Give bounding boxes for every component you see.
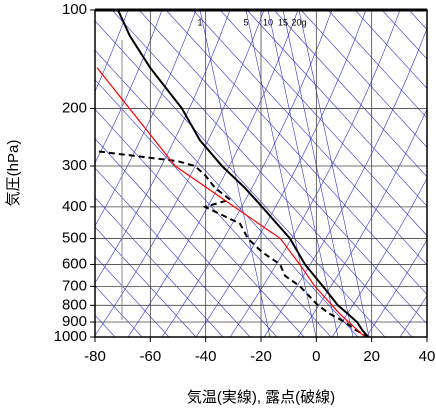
isotherm: [95, 197, 224, 337]
x-tick-label: -20: [250, 348, 272, 365]
isotherm: [95, 167, 251, 337]
mixing-ratio-label: 15: [278, 17, 288, 27]
y-tick-label: 500: [62, 230, 87, 247]
isotherm: [95, 79, 332, 337]
isotherm: [327, 10, 427, 119]
y-tick-label: 600: [62, 255, 87, 272]
isotherm: [95, 226, 197, 337]
isotherm: [111, 10, 413, 337]
isotherm: [138, 10, 427, 325]
y-tick-label: 300: [62, 157, 87, 174]
profile-line: [95, 150, 370, 337]
x-tick-label: 40: [419, 348, 436, 365]
mixing-ratio-line: [298, 10, 370, 337]
y-tick-label: 100: [62, 1, 87, 18]
profile-line: [96, 67, 366, 337]
isotherm: [95, 108, 305, 337]
adiabat: [95, 10, 129, 93]
isotherm: [246, 10, 427, 207]
x-tick-label: -60: [139, 348, 161, 365]
x-axis-label: 気温(実線), 露点(破線): [187, 389, 335, 406]
adiabat: [95, 10, 163, 164]
isotherm: [273, 10, 427, 178]
isotherm: [300, 10, 427, 148]
mixing-ratio-label: 1: [197, 17, 202, 27]
adiabat: [365, 239, 427, 337]
adiabat: [331, 177, 427, 337]
isotherm: [95, 255, 170, 337]
adiabat: [95, 10, 197, 227]
isotherm: [192, 10, 427, 266]
background-lines: [95, 10, 427, 337]
mixing-ratio-line: [199, 10, 271, 337]
adiabat: [195, 10, 367, 337]
y-tick-label: 400: [62, 198, 87, 215]
isotherm: [381, 10, 427, 60]
adiabat: [95, 10, 265, 337]
adiabat: [95, 10, 231, 284]
adiabat: [263, 27, 427, 337]
x-tick-label: 0: [312, 348, 320, 365]
isotherm: [408, 10, 427, 31]
y-tick-label: 700: [62, 277, 87, 294]
y-tick-label: 1000: [54, 328, 87, 345]
y-axis-label: 気圧(hPa): [5, 140, 22, 207]
adiabat: [399, 295, 427, 337]
isotherm: [95, 138, 278, 337]
adiabat: [229, 10, 401, 337]
mixing-ratio-line: [267, 10, 339, 337]
x-tick-label: 20: [363, 348, 380, 365]
mixing-ratio-label: 20g: [291, 17, 306, 27]
profiles: [95, 10, 370, 337]
x-tick-label: -80: [84, 348, 106, 365]
isotherm: [95, 49, 359, 337]
mixing-ratio-line: [245, 10, 317, 337]
x-tick-label: -40: [195, 348, 217, 365]
mixing-ratio-label: 10: [263, 17, 273, 27]
adiabat: [297, 108, 427, 337]
adiabat: [161, 10, 333, 337]
mixing-ratio-label: 5: [243, 17, 248, 27]
isotherm: [219, 10, 427, 237]
adiabat: [127, 10, 299, 337]
mixing-ratio-line: [282, 10, 354, 337]
y-tick-label: 800: [62, 296, 87, 313]
profile-line: [117, 10, 369, 337]
isotherm: [354, 10, 427, 89]
y-tick-label: 200: [62, 99, 87, 116]
y-tick-label: 900: [62, 313, 87, 330]
